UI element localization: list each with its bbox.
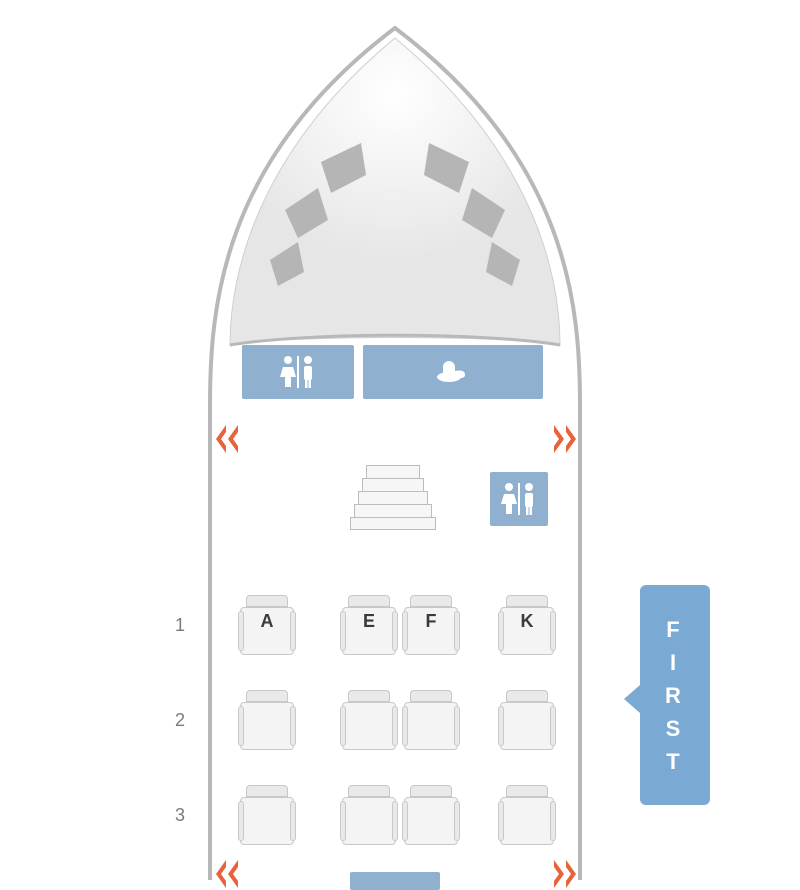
row-label-1: 1	[165, 615, 185, 636]
class-badge-char: F	[666, 613, 683, 646]
galley-icon	[433, 357, 473, 387]
class-badge-char: S	[666, 712, 685, 745]
class-badge-char: T	[666, 745, 683, 778]
row-label-2: 2	[165, 710, 185, 731]
seat-1K[interactable]: K	[500, 595, 554, 655]
galley-top	[363, 345, 543, 399]
seat-1E[interactable]: E	[342, 595, 396, 655]
seat-1F[interactable]: F	[404, 595, 458, 655]
seat-3E[interactable]	[342, 785, 396, 845]
seat-1A[interactable]: A	[240, 595, 294, 655]
seat-2A[interactable]	[240, 690, 294, 750]
class-badge-first: F I R S T	[640, 585, 710, 805]
seat-col-label: F	[404, 611, 458, 632]
seat-2E[interactable]	[342, 690, 396, 750]
class-badge-char: R	[665, 679, 685, 712]
seat-2F[interactable]	[404, 690, 458, 750]
class-badge-char: I	[670, 646, 680, 679]
stairs	[350, 465, 436, 530]
exit-right-upper	[550, 425, 580, 453]
lavatory-right	[490, 472, 548, 526]
lavatory-icon	[278, 354, 318, 390]
exit-left-upper	[212, 425, 242, 453]
row-label-3: 3	[165, 805, 185, 826]
exit-right-lower	[550, 860, 580, 888]
seat-3A[interactable]	[240, 785, 294, 845]
galley-bottom	[350, 872, 440, 890]
seat-2K[interactable]	[500, 690, 554, 750]
seat-col-label: A	[240, 611, 294, 632]
exit-left-lower	[212, 860, 242, 888]
seatmap-container: 1 2 3 A E F K	[200, 10, 590, 880]
seat-col-label: E	[342, 611, 396, 632]
seat-3F[interactable]	[404, 785, 458, 845]
seat-col-label: K	[500, 611, 554, 632]
lavatory-top	[242, 345, 354, 399]
lavatory-icon	[499, 481, 539, 517]
seat-3K[interactable]	[500, 785, 554, 845]
